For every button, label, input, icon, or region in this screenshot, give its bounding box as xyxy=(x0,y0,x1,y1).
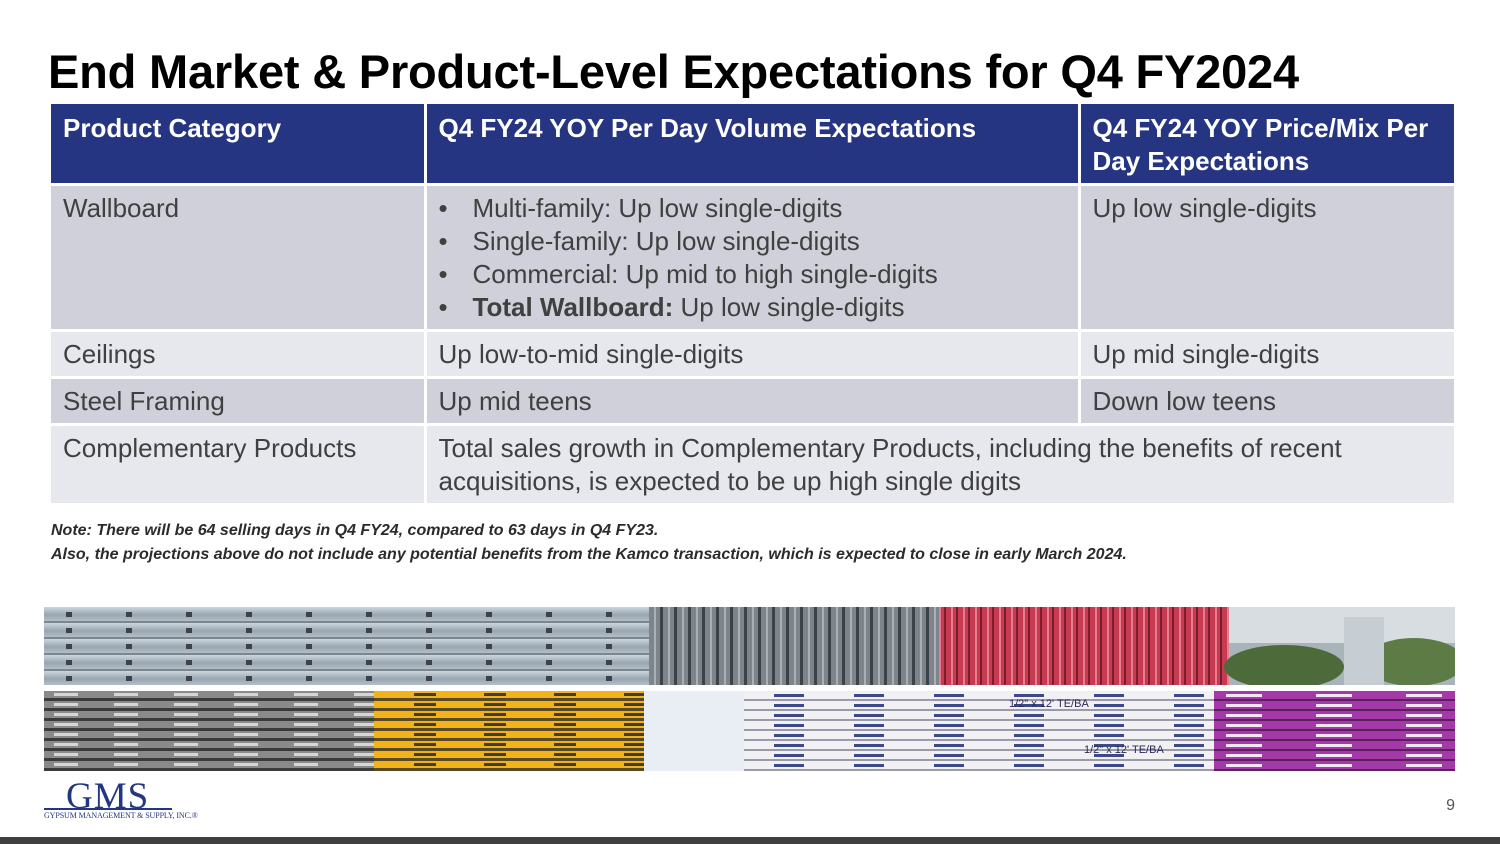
cell-wallboard-price: Up low single-digits xyxy=(1079,184,1454,332)
page-number: 9 xyxy=(1446,797,1455,814)
footnote: Note: There will be 64 selling days in Q… xyxy=(51,519,1127,567)
list-item: • Total Wallboard: Up low single-digits xyxy=(438,291,905,322)
cell-steel-category: Steel Framing xyxy=(51,377,427,426)
cell-steel-volume: Up mid teens xyxy=(425,377,1081,426)
wallboard-photo: 1/2" x 12' TE/BA 1/2" x 12' TE/BA xyxy=(44,691,1455,771)
table-row-ceilings: Ceilings Up low-to-mid single-digits Up … xyxy=(51,330,1454,379)
header-volume-expectations: Q4 FY24 YOY Per Day Volume Expectations xyxy=(425,104,1081,186)
list-item: • Single-family: Up low single-digits xyxy=(438,225,860,256)
wallboard-volume-list: • Multi-family: Up low single-digits • Sin… xyxy=(439,192,1066,324)
board-label-text: 1/2" x 12' TE/BA xyxy=(1084,744,1164,756)
list-item: • Multi-family: Up low single-digits xyxy=(438,192,843,223)
logo-underline xyxy=(44,808,172,810)
bottom-bar xyxy=(0,837,1500,844)
cell-ceilings-price: Up mid single-digits xyxy=(1079,330,1454,379)
cell-wallboard-category: Wallboard xyxy=(51,184,427,332)
footnote-line-2: Also, the projections above do not inclu… xyxy=(51,546,1127,563)
cell-wallboard-volume: • Multi-family: Up low single-digits • Sin… xyxy=(425,184,1081,332)
footnote-line-1: Note: There will be 64 selling days in Q… xyxy=(51,522,659,539)
cell-ceilings-volume: Up low-to-mid single-digits xyxy=(425,330,1081,379)
gms-logo: GMS GYPSUM MANAGEMENT & SUPPLY, INC.® xyxy=(44,778,198,824)
board-label-text: 1/2" x 12' TE/BA xyxy=(1009,698,1089,710)
cell-complementary-combined: Total sales growth in Complementary Prod… xyxy=(425,424,1454,506)
table-row-wallboard: Wallboard • Multi-family: Up low single-d… xyxy=(51,184,1454,332)
steel-framing-photo xyxy=(44,607,1455,685)
table-row-steel-framing: Steel Framing Up mid teens Down low teen… xyxy=(51,377,1454,426)
cell-complementary-category: Complementary Products xyxy=(51,424,427,506)
logo-subtitle: GYPSUM MANAGEMENT & SUPPLY, INC.® xyxy=(44,811,198,820)
slide-title: End Market & Product-Level Expectations … xyxy=(48,45,1299,98)
table-row-complementary: Complementary Products Total sales growt… xyxy=(51,424,1454,506)
cell-ceilings-category: Ceilings xyxy=(51,330,427,379)
list-item: • Commercial: Up mid to high single-digit… xyxy=(438,258,938,289)
header-product-category: Product Category xyxy=(51,104,427,186)
expectations-table: Product Category Q4 FY24 YOY Per Day Vol… xyxy=(51,104,1454,506)
table-header-row: Product Category Q4 FY24 YOY Per Day Vol… xyxy=(51,104,1454,186)
cell-steel-price: Down low teens xyxy=(1079,377,1454,426)
header-price-mix-expectations: Q4 FY24 YOY Price/Mix Per Day Expectatio… xyxy=(1079,104,1454,186)
